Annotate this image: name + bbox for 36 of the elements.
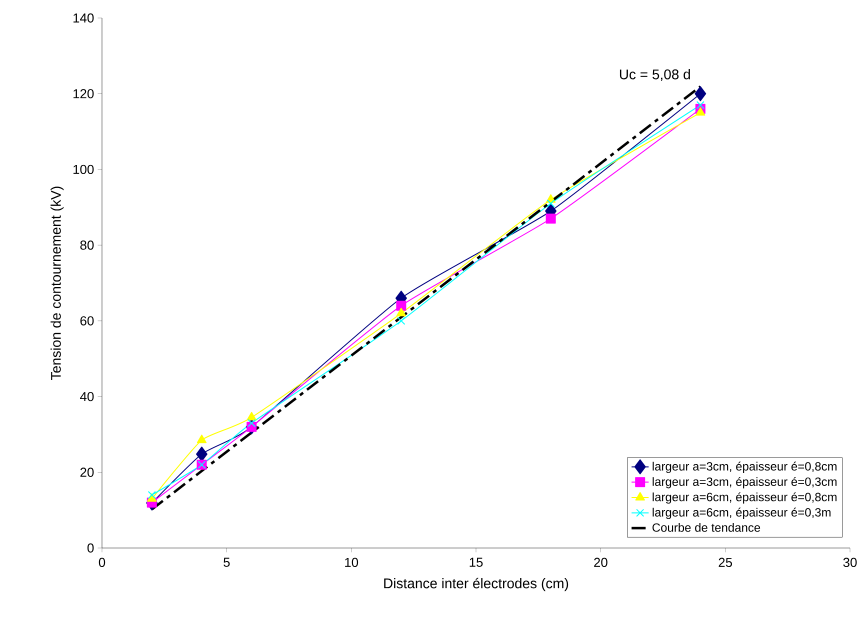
legend-label: Courbe de tendance <box>652 523 760 532</box>
x-tick-label: 5 <box>224 558 230 567</box>
x-tick-label: 25 <box>718 558 732 568</box>
y-tick-label: 60 <box>80 316 94 326</box>
point <box>196 434 207 444</box>
legend-label: largeur a=6cm, épaisseur é=0,3m <box>652 508 831 519</box>
y-tick-label: 0 <box>87 543 94 553</box>
y-tick-label: 80 <box>80 240 94 250</box>
point <box>397 316 406 325</box>
y-tick-label: 20 <box>80 468 94 477</box>
point <box>694 86 706 102</box>
point <box>396 308 406 316</box>
y-axis-title: Tension de contournement (kV) <box>50 186 64 380</box>
point <box>196 446 208 462</box>
x-tick-label: 30 <box>843 558 857 568</box>
y-tick-label: 40 <box>80 392 94 402</box>
y-tick-label: 120 <box>74 89 94 98</box>
x-axis-title: Distance inter électrodes (cm) <box>384 578 568 592</box>
x-tick-label: 20 <box>594 558 608 568</box>
legend-label: largeur a=3cm, épaisseur é=0,3cm <box>652 477 837 488</box>
y-tick-label: 140 <box>74 13 94 23</box>
point <box>546 214 556 224</box>
point <box>148 490 156 500</box>
point <box>696 107 706 116</box>
x-tick-label: 0 <box>98 558 106 568</box>
y-tick-label: 100 <box>74 164 94 174</box>
point <box>248 419 256 428</box>
point <box>546 199 555 208</box>
point <box>396 300 406 311</box>
legend-label: largeur a=3cm, épaisseur é=0,8cm <box>652 462 837 473</box>
x-tick-label: 10 <box>345 558 358 568</box>
legend-label: largeur a=6cm, épaisseur é=0,8cm <box>652 492 837 504</box>
point <box>696 101 704 110</box>
annotation: Uc = 5,08 d <box>620 69 690 81</box>
x-tick-label: 15 <box>470 558 483 567</box>
point <box>246 412 256 420</box>
